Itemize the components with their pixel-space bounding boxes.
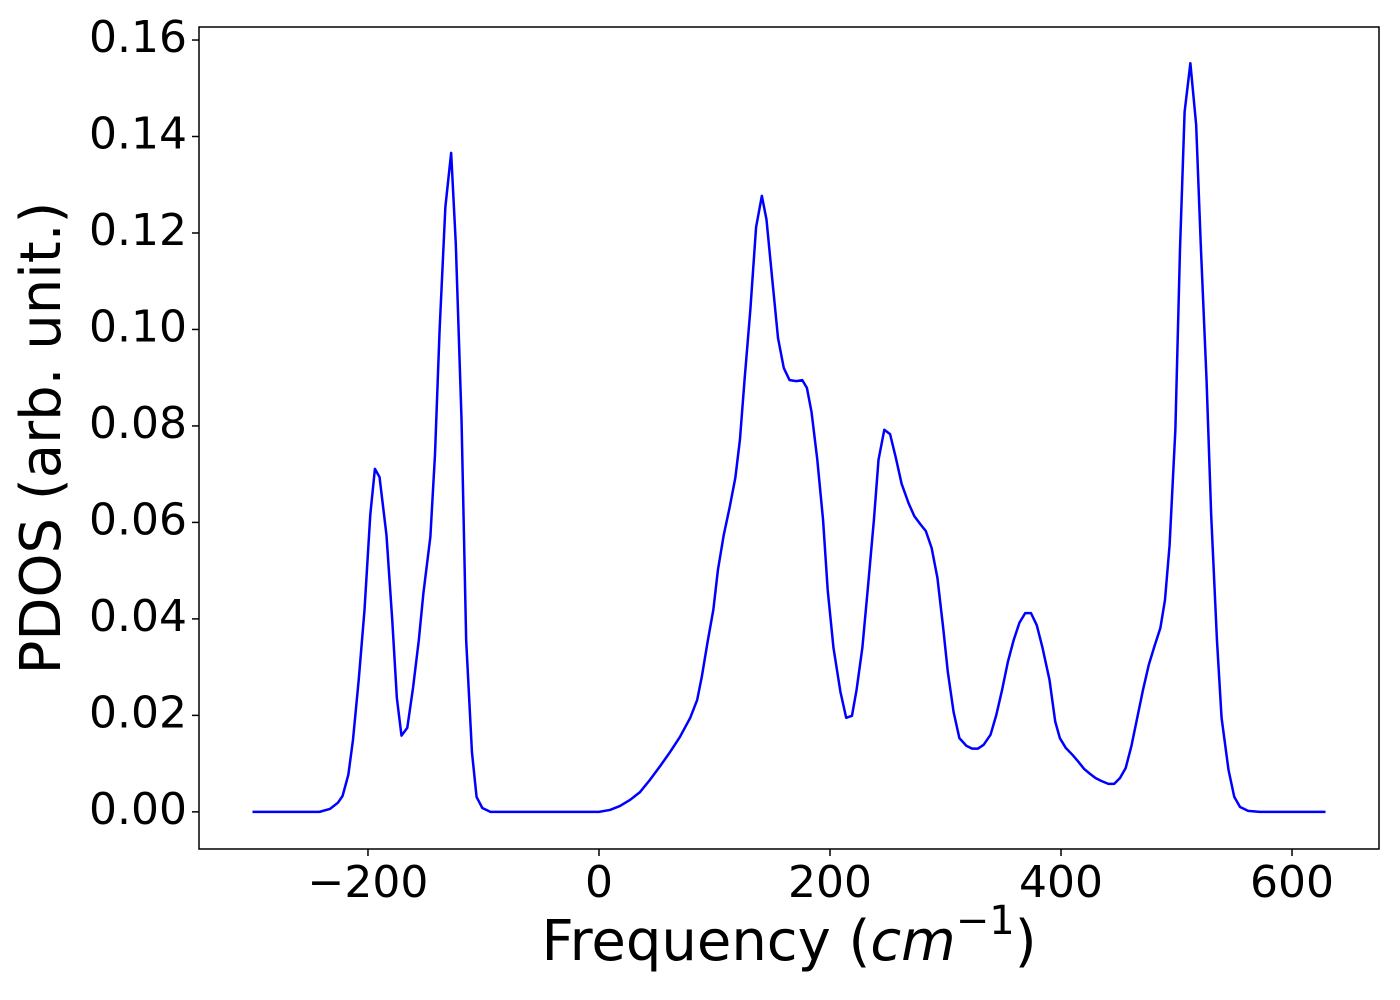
x-tick-label: 400 bbox=[1019, 857, 1103, 908]
x-tick-label: 600 bbox=[1250, 857, 1334, 908]
y-tick-label: 0.04 bbox=[89, 591, 187, 642]
x-axis-label: Frequency (cm−1) bbox=[541, 898, 1036, 974]
y-tick-label: 0.02 bbox=[89, 687, 187, 738]
x-label-text: ) bbox=[1015, 909, 1037, 974]
y-axis-label: PDOS (arb. unit.) bbox=[9, 202, 74, 675]
x-label-text: Frequency ( bbox=[541, 909, 870, 974]
x-tick-label: 0 bbox=[585, 857, 613, 908]
x-label-exponent: −1 bbox=[956, 898, 1015, 944]
y-tick-label: 0.12 bbox=[89, 205, 187, 256]
y-tick-label: 0.06 bbox=[89, 494, 187, 545]
x-label-unit: cm bbox=[870, 909, 955, 974]
x-tick-label: −200 bbox=[308, 857, 429, 908]
y-tick-label: 0.08 bbox=[89, 398, 187, 449]
y-tick-label: 0.14 bbox=[89, 109, 187, 160]
y-tick-label: 0.10 bbox=[89, 301, 187, 352]
plot-frame bbox=[198, 26, 1380, 850]
x-tick-label: 200 bbox=[788, 857, 872, 908]
line-series bbox=[252, 61, 1326, 814]
y-tick-label: 0.16 bbox=[89, 12, 187, 63]
y-tick-label: 0.00 bbox=[89, 784, 187, 835]
